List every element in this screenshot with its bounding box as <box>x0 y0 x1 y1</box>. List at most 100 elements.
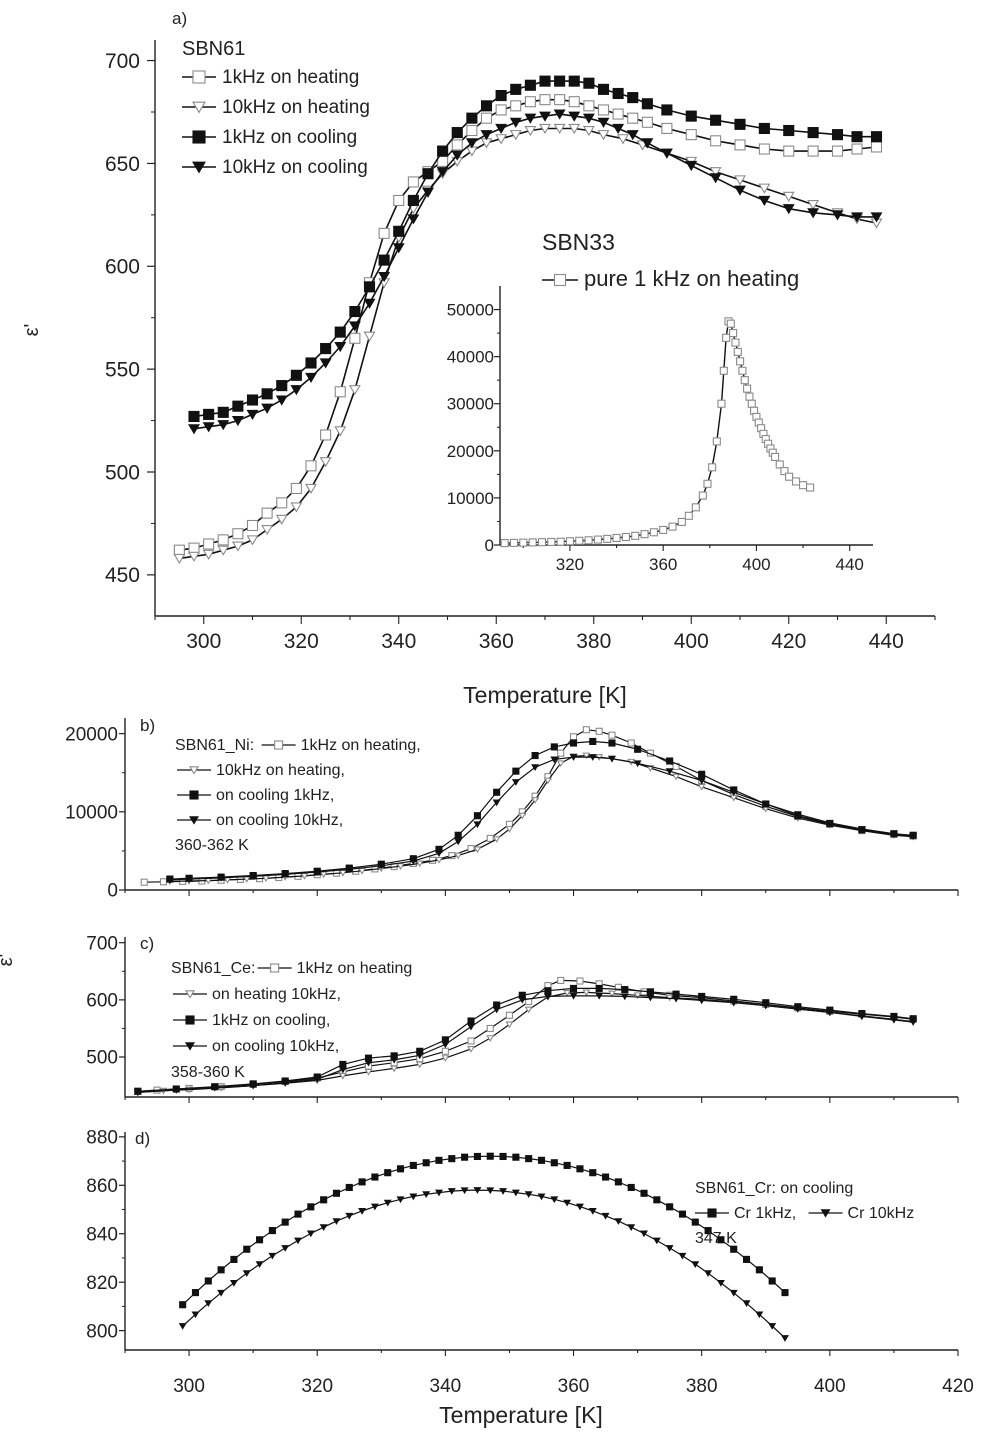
data-point <box>436 167 449 178</box>
legend-label: 10kHz on heating, <box>216 762 345 779</box>
data-point <box>588 1208 597 1215</box>
legend-marker <box>192 130 206 144</box>
data-point <box>582 989 591 997</box>
data-point <box>454 838 463 846</box>
data-point <box>232 400 244 412</box>
data-point <box>185 876 194 883</box>
data-point <box>554 94 566 106</box>
y-tick-label: 700 <box>86 933 118 954</box>
data-point <box>831 145 844 157</box>
data-point <box>666 757 674 765</box>
legend-marker <box>189 766 199 775</box>
data-point <box>348 321 361 332</box>
data-point <box>473 1152 481 1161</box>
data-point <box>729 999 738 1007</box>
data-point <box>495 104 507 116</box>
data-point <box>305 357 317 369</box>
legend-label: on cooling 10kHz, <box>216 812 343 829</box>
data-point <box>256 1236 264 1244</box>
panel-d: 800 820 840 860 880 300 320 340 360 380 400 420 SBN6… <box>86 1127 974 1428</box>
data-point <box>246 535 259 546</box>
series-4 <box>188 109 883 435</box>
data-point <box>409 1193 418 1201</box>
data-point <box>140 878 148 886</box>
data-point <box>441 1055 450 1062</box>
data-point <box>473 1187 482 1194</box>
data-point <box>319 871 328 879</box>
data-point <box>550 1159 558 1167</box>
data-point <box>339 1060 347 1068</box>
data-point <box>202 422 215 433</box>
data-point <box>742 1255 751 1263</box>
y-tick-label: 700 <box>105 50 140 73</box>
data-point <box>345 866 354 874</box>
data-point <box>467 1023 475 1031</box>
series-1 <box>173 94 883 556</box>
legend-label: on cooling 10kHz, <box>212 1038 339 1055</box>
y-tick-label: 50000 <box>447 300 494 319</box>
data-point <box>782 191 795 202</box>
data-point <box>370 1203 379 1211</box>
data-point <box>243 1245 251 1253</box>
data-point <box>851 131 863 143</box>
y-tick-label: 800 <box>86 1321 118 1342</box>
data-point <box>870 212 883 223</box>
y-tick-label: 30000 <box>447 395 494 414</box>
data-point <box>742 1300 751 1308</box>
data-point <box>173 553 186 564</box>
data-point <box>734 185 746 196</box>
data-point <box>678 1252 687 1260</box>
data-point <box>608 739 616 747</box>
data-point <box>188 542 200 554</box>
data-point <box>733 347 742 356</box>
data-point <box>495 89 507 102</box>
data-point <box>358 1208 367 1215</box>
data-point <box>338 1066 347 1074</box>
data-point <box>281 1079 290 1087</box>
y-tick-label: 600 <box>105 256 140 279</box>
data-point <box>276 497 288 509</box>
data-point <box>281 1218 289 1226</box>
data-point <box>633 992 642 1000</box>
data-point <box>451 127 463 139</box>
data-point <box>217 534 229 546</box>
data-point <box>576 977 584 985</box>
data-point <box>550 756 559 764</box>
data-point <box>290 502 303 513</box>
series-1 <box>140 726 917 886</box>
data-point <box>275 514 288 525</box>
data-point <box>612 123 625 135</box>
data-point <box>783 124 795 137</box>
data-point <box>758 143 770 155</box>
data-point <box>172 1087 181 1094</box>
data-point <box>363 298 376 309</box>
data-point <box>512 1153 520 1161</box>
data-point <box>179 1301 187 1309</box>
y-tick-label: 20000 <box>447 442 494 461</box>
data-point <box>480 112 493 124</box>
data-point <box>793 1006 802 1013</box>
data-point <box>454 831 462 839</box>
data-point <box>345 1212 354 1220</box>
data-point <box>191 1311 200 1319</box>
data-point <box>595 992 604 1000</box>
data-point <box>614 1178 622 1186</box>
data-point <box>217 420 230 431</box>
data-point <box>627 92 639 104</box>
data-point <box>717 399 726 408</box>
series-line <box>182 1189 786 1339</box>
data-point <box>203 408 215 420</box>
data-point <box>246 409 259 420</box>
data-point <box>393 225 405 237</box>
data-point <box>409 858 418 865</box>
data-point <box>524 1191 533 1199</box>
data-point <box>601 1212 610 1220</box>
data-point <box>407 194 419 207</box>
data-point <box>745 392 754 401</box>
legend-label: 1kHz on heating <box>297 960 413 977</box>
y-tick-label: 450 <box>105 564 140 587</box>
data-point <box>627 739 635 747</box>
data-point <box>290 369 302 381</box>
data-point <box>435 1189 443 1197</box>
data-point <box>473 846 482 854</box>
